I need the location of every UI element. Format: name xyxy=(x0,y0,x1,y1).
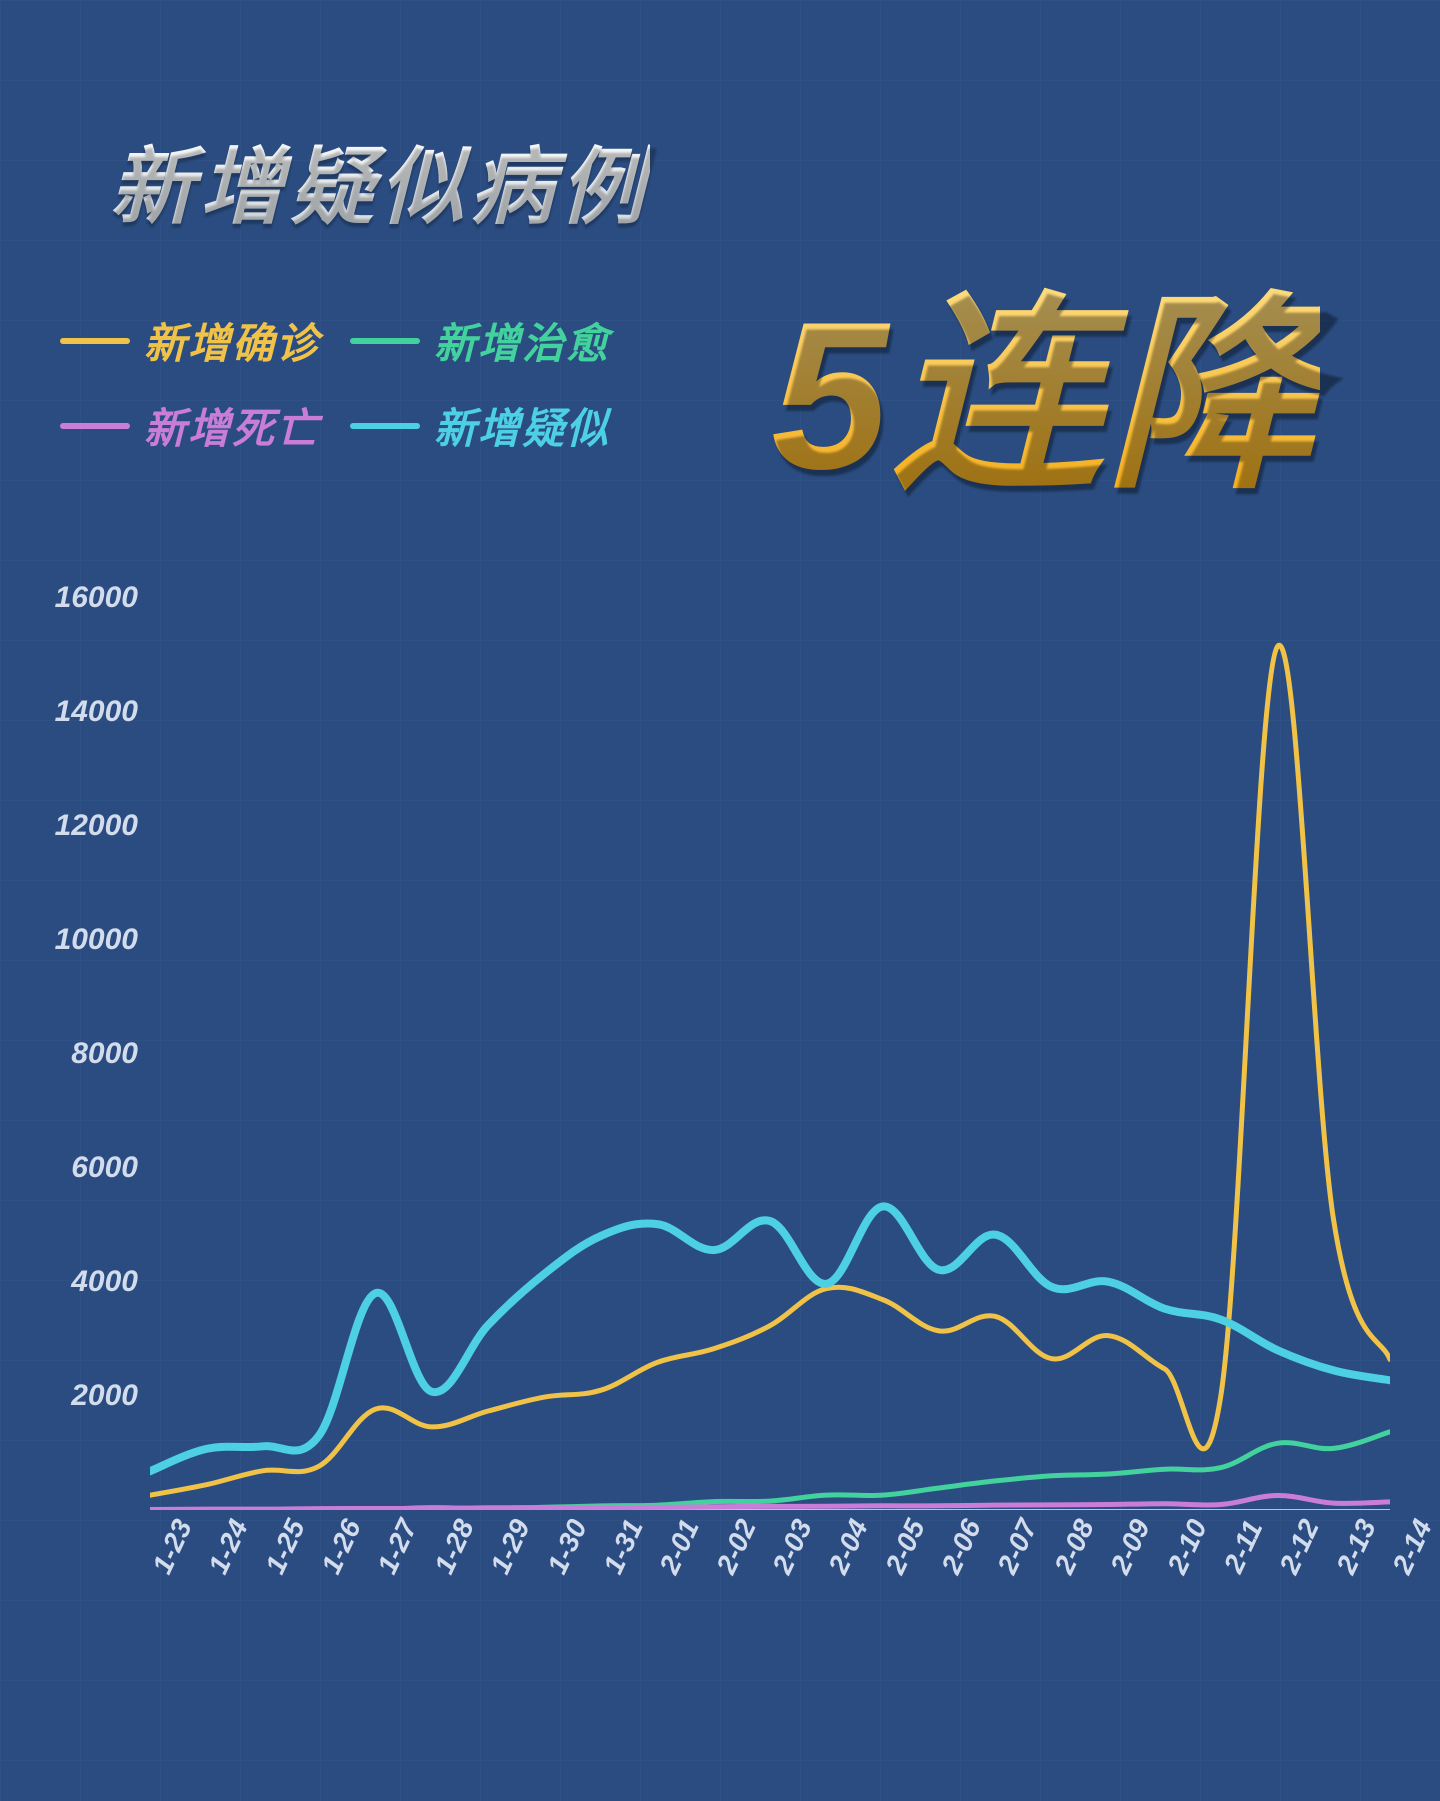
legend-swatch xyxy=(60,338,130,344)
y-tick: 2000 xyxy=(71,1379,138,1413)
legend-item: 新增确诊 xyxy=(60,310,320,371)
x-axis: 1-231-241-251-261-271-281-291-301-312-01… xyxy=(150,1530,1390,1650)
legend-item: 新增死亡 xyxy=(60,395,320,456)
legend-label: 新增死亡 xyxy=(144,395,320,456)
series-line xyxy=(150,645,1390,1495)
legend-label: 新增确诊 xyxy=(144,310,320,371)
x-tick: 2-11 xyxy=(1218,1516,1270,1578)
legend-label: 新增治愈 xyxy=(434,310,610,371)
x-tick: 1-24 xyxy=(203,1515,256,1579)
y-tick: 4000 xyxy=(71,1265,138,1299)
legend-swatch xyxy=(60,423,130,429)
x-tick: 2-13 xyxy=(1330,1515,1383,1579)
x-tick: 2-09 xyxy=(1104,1515,1157,1579)
x-tick: 2-03 xyxy=(766,1515,819,1579)
x-tick: 1-30 xyxy=(541,1515,594,1579)
legend: 新增确诊 新增治愈新增死亡 新增疑似 xyxy=(60,310,610,456)
y-tick: 10000 xyxy=(55,923,138,957)
y-tick: 16000 xyxy=(55,581,138,615)
x-tick: 2-07 xyxy=(992,1515,1045,1579)
x-tick: 1-27 xyxy=(372,1515,425,1579)
x-tick: 2-12 xyxy=(1273,1515,1326,1579)
x-tick: 2-05 xyxy=(879,1515,932,1579)
x-tick: 2-06 xyxy=(935,1515,988,1579)
legend-swatch xyxy=(350,423,420,429)
series-line xyxy=(150,1206,1390,1471)
y-axis: 2000 4000 6000 8000 10000 12000 14000 16000 xyxy=(50,570,150,1510)
y-tick: 8000 xyxy=(71,1037,138,1071)
x-tick: 1-23 xyxy=(146,1515,199,1579)
x-tick: 1-26 xyxy=(315,1515,368,1579)
x-tick: 1-31 xyxy=(597,1515,650,1579)
x-tick: 1-25 xyxy=(259,1515,312,1579)
legend-label: 新增疑似 xyxy=(434,395,610,456)
y-tick: 14000 xyxy=(55,695,138,729)
legend-item: 新增治愈 xyxy=(350,310,610,371)
plot-area xyxy=(150,570,1390,1510)
x-tick: 2-04 xyxy=(823,1515,876,1579)
y-tick: 6000 xyxy=(71,1151,138,1185)
x-tick: 1-29 xyxy=(484,1515,537,1579)
page-title: 新增疑似病例 xyxy=(110,120,650,241)
x-tick: 2-08 xyxy=(1048,1515,1101,1579)
y-tick: 12000 xyxy=(55,809,138,843)
legend-swatch xyxy=(350,338,420,344)
x-tick: 1-28 xyxy=(428,1515,481,1579)
chart: 2000 4000 6000 8000 10000 12000 14000 16000 1-2… xyxy=(50,570,1390,1660)
legend-item: 新增疑似 xyxy=(350,395,610,456)
x-tick: 2-02 xyxy=(710,1515,763,1579)
series-line xyxy=(150,1432,1390,1510)
highlight-number: 5连降 xyxy=(771,225,1320,529)
x-tick: 2-01 xyxy=(653,1515,706,1579)
x-tick: 2-10 xyxy=(1161,1515,1214,1579)
